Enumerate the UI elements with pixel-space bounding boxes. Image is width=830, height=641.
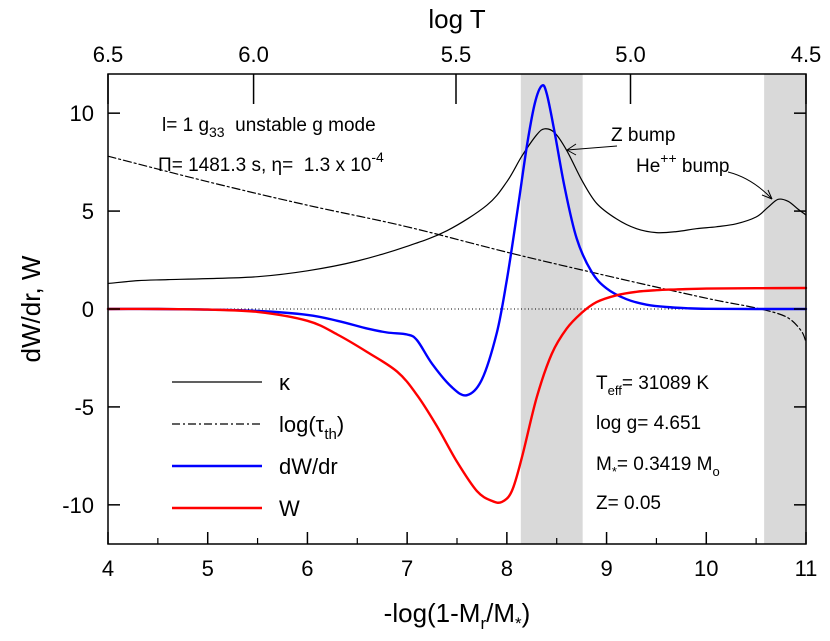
y-tick-label: -10 bbox=[62, 493, 94, 518]
teff-sub: eff bbox=[608, 383, 623, 398]
mass-value: = 0.3419 M bbox=[617, 454, 713, 475]
mode-label-line2: Π= 1481.3 s, η= 1.3 x 10-4 bbox=[158, 149, 384, 176]
series-kappa-line bbox=[107, 128, 807, 285]
top-axis-title: log T bbox=[428, 4, 485, 34]
metallicity-text: Z= 0.05 bbox=[596, 493, 661, 514]
period-label: Π= 1481.3 s, η= 1.3 x 10 bbox=[158, 155, 371, 176]
mass-prefix: M bbox=[596, 454, 612, 475]
x-axis-title-sub1: r bbox=[480, 614, 486, 633]
z-bump-arrow bbox=[566, 145, 618, 151]
he-bump-arrowhead bbox=[761, 189, 773, 200]
logg-text: log g= 4.651 bbox=[596, 413, 701, 434]
mass-unit-sub: o bbox=[712, 464, 719, 479]
teff-value: = 31089 K bbox=[622, 373, 709, 394]
legend-tau-prefix: log(τ bbox=[279, 412, 325, 437]
he-bump-label: He++ bump bbox=[636, 150, 729, 177]
teff-text: Teff= 31089 K bbox=[596, 373, 709, 398]
he-bump-main: He bbox=[636, 156, 660, 177]
y-tick-label: -5 bbox=[74, 395, 94, 420]
series-dwdr-line bbox=[106, 84, 808, 397]
top-tick-label: 6.5 bbox=[93, 42, 124, 67]
y-tick-label: 5 bbox=[82, 199, 94, 224]
mode-label-main: l= 1 g bbox=[162, 115, 209, 136]
x-tick-label: 6 bbox=[301, 556, 313, 581]
legend: κ log(τth) dW/dr W bbox=[172, 370, 344, 521]
mode-label-rest: unstable g mode bbox=[225, 115, 376, 136]
x-axis-title-mid: /M bbox=[486, 598, 515, 628]
z-bump-arrowhead bbox=[566, 143, 577, 156]
x-axis-title-suffix: ) bbox=[522, 598, 531, 628]
he-bump-arrow bbox=[727, 171, 773, 200]
he-bump-sup: ++ bbox=[660, 150, 676, 166]
mass-text: M*= 0.3419 Mo bbox=[596, 454, 720, 479]
legend-tau-sub: th bbox=[324, 426, 337, 443]
top-tick-label: 5.0 bbox=[615, 42, 646, 67]
series-log-tau-line bbox=[107, 155, 807, 343]
x-tick-label: 11 bbox=[795, 556, 818, 581]
legend-tau-suffix: ) bbox=[337, 412, 344, 437]
period-label-exp: -4 bbox=[371, 149, 384, 165]
y-tick-label: 0 bbox=[82, 297, 94, 322]
mode-label-line1: l= 1 g33 unstable g mode bbox=[162, 115, 376, 140]
z-bump-label: Z bump bbox=[611, 125, 675, 146]
legend-dwdr-label: dW/dr bbox=[279, 454, 338, 479]
teff-prefix: T bbox=[596, 373, 608, 394]
top-tick-label: 5.5 bbox=[441, 42, 472, 67]
mode-label-sub: 33 bbox=[209, 124, 225, 140]
x-tick-label: 10 bbox=[694, 556, 718, 581]
x-tick-label: 9 bbox=[600, 556, 612, 581]
mass-sub: * bbox=[612, 464, 617, 479]
y-tick-label: 10 bbox=[70, 101, 94, 126]
shaded-region-1 bbox=[520, 74, 583, 544]
x-tick-label: 8 bbox=[501, 556, 513, 581]
x-axis-title: -log(1-Mr/M*) bbox=[384, 598, 531, 633]
legend-tau-label: log(τth) bbox=[279, 412, 344, 443]
x-axis-title-sub2: * bbox=[515, 614, 522, 633]
x-axis-title-prefix: -log(1-M bbox=[384, 598, 481, 628]
top-tick-label: 4.5 bbox=[791, 42, 822, 67]
series-w-line bbox=[106, 286, 808, 504]
he-bump-rest: bump bbox=[677, 156, 730, 177]
stellar-params: Teff= 31089 K log g= 4.651 M*= 0.3419 Mo… bbox=[596, 373, 720, 514]
legend-kappa-label: κ bbox=[279, 370, 291, 395]
x-tick-label: 7 bbox=[401, 556, 413, 581]
legend-w-label: W bbox=[279, 496, 300, 521]
x-tick-label: 4 bbox=[102, 556, 114, 581]
y-axis-title: dW/dr, W bbox=[16, 255, 46, 362]
top-tick-label: 6.0 bbox=[238, 42, 269, 67]
tick-layer: 4 5 6 7 8 9 10 11 -10 -5 0 5 10 6.5 6.0 5.5 5.0 4.5 bbox=[62, 42, 821, 581]
series-layer bbox=[106, 84, 808, 504]
x-tick-label: 5 bbox=[202, 556, 214, 581]
